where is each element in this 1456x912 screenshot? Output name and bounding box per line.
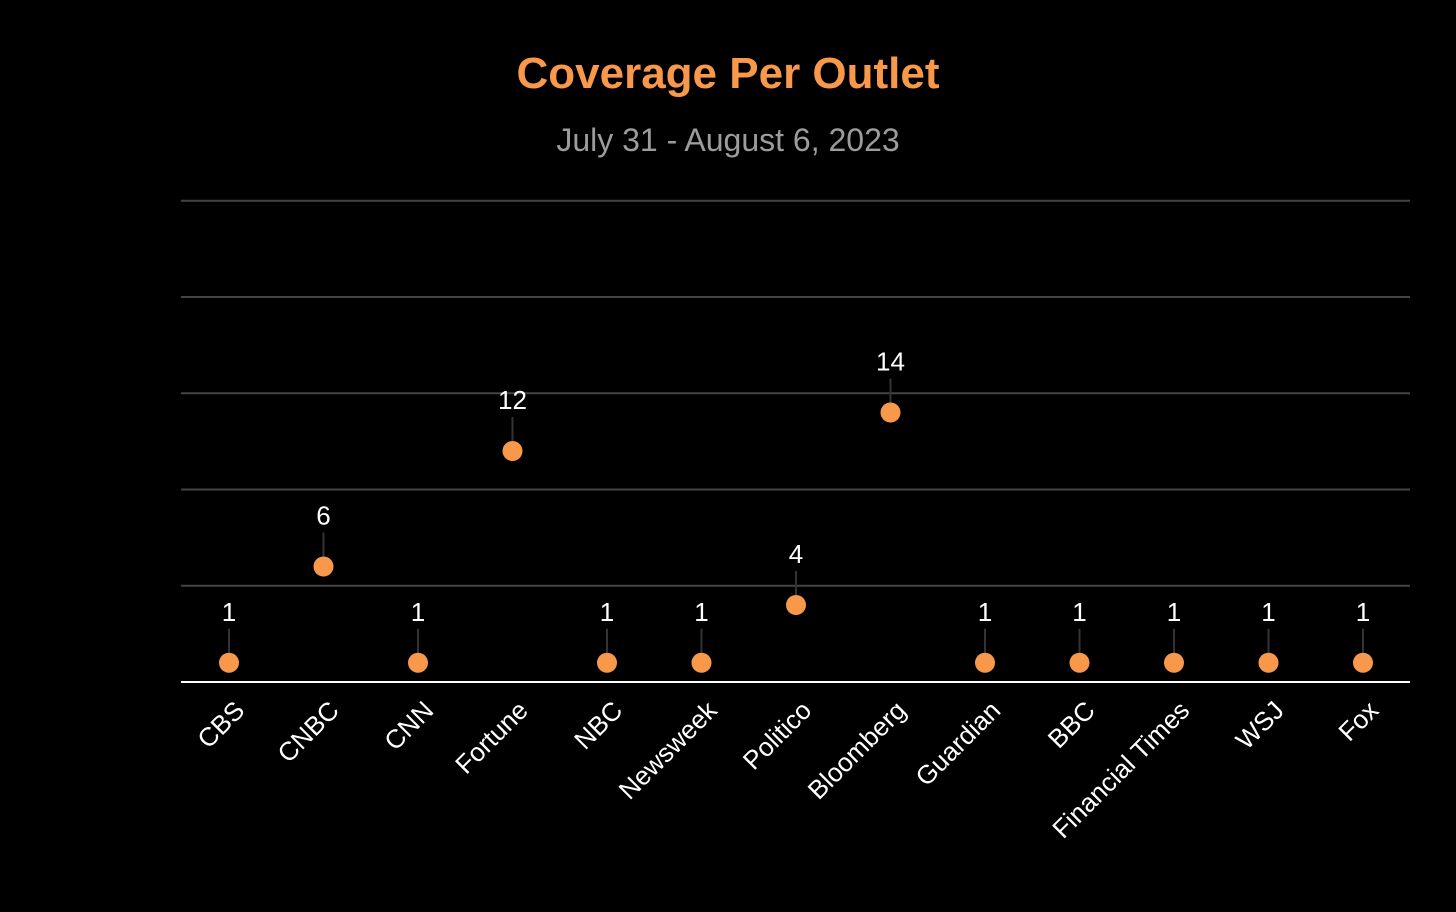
stems <box>228 378 1364 653</box>
data-point <box>1353 652 1373 673</box>
x-tick-label: Bloomberg <box>802 695 912 805</box>
data-label: 1 <box>600 597 614 627</box>
data-label: 1 <box>1167 597 1181 627</box>
x-tick-label: WSJ <box>1230 695 1290 755</box>
x-tick-label: Fox <box>1332 695 1384 747</box>
data-label: 1 <box>222 597 236 627</box>
data-point <box>975 652 995 673</box>
data-label: 14 <box>876 347 905 377</box>
chart-subtitle: July 31 - August 6, 2023 <box>556 122 900 158</box>
gridlines <box>181 199 1410 587</box>
data-point <box>786 595 806 615</box>
x-tick-label: NBC <box>568 695 628 755</box>
data-label: 1 <box>1072 597 1086 627</box>
data-point <box>1069 652 1090 673</box>
data-label: 1 <box>978 597 992 627</box>
x-tick-label: Guardian <box>909 695 1006 792</box>
data-point <box>219 652 239 673</box>
x-tick-label: CNBC <box>271 695 344 768</box>
data-point <box>691 652 712 673</box>
chart-title: Coverage Per Outlet <box>516 49 940 98</box>
data-label: 1 <box>411 597 425 627</box>
x-tick-label: BBC <box>1042 695 1101 754</box>
x-tick-label: CBS <box>191 695 250 754</box>
markers <box>219 402 1373 673</box>
data-label: 1 <box>1261 597 1275 627</box>
data-label: 1 <box>1356 597 1370 627</box>
data-label: 1 <box>694 597 708 627</box>
x-tick-label: Fortune <box>449 695 534 780</box>
data-point <box>502 441 523 461</box>
data-point <box>313 556 334 577</box>
data-point <box>597 652 617 673</box>
x-tick-label: Newsweek <box>613 694 724 805</box>
data-label: 12 <box>498 385 527 415</box>
x-tick-label: CNN <box>378 695 439 756</box>
data-label: 6 <box>316 501 330 531</box>
x-tick-label: Politico <box>737 695 817 775</box>
data-point <box>880 402 901 423</box>
data-point <box>408 652 428 673</box>
data-label: 4 <box>789 539 803 569</box>
data-point <box>1164 652 1184 673</box>
data-point <box>1258 652 1279 673</box>
